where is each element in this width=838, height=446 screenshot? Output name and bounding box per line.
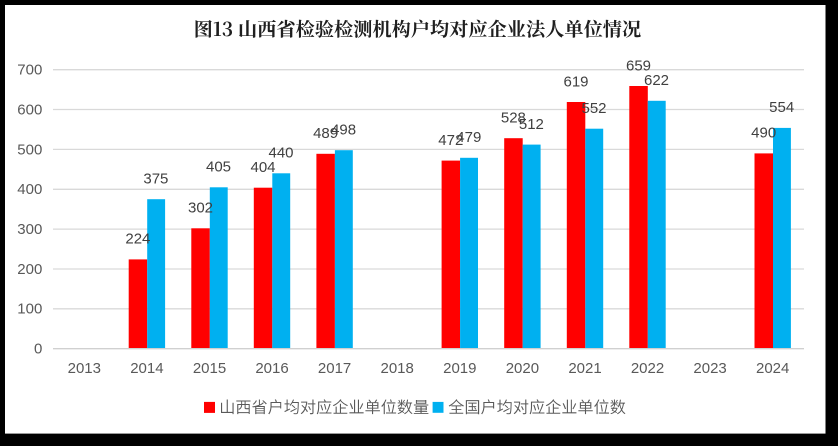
svg-text:500: 500 bbox=[17, 141, 42, 158]
svg-text:440: 440 bbox=[268, 145, 293, 162]
svg-text:2021: 2021 bbox=[568, 360, 601, 377]
svg-text:554: 554 bbox=[769, 99, 794, 116]
svg-text:2023: 2023 bbox=[693, 360, 726, 377]
svg-text:512: 512 bbox=[519, 116, 544, 133]
svg-text:300: 300 bbox=[17, 221, 42, 238]
svg-text:2014: 2014 bbox=[130, 360, 163, 377]
svg-text:2019: 2019 bbox=[443, 360, 476, 377]
svg-text:2013: 2013 bbox=[68, 360, 101, 377]
svg-text:200: 200 bbox=[17, 261, 42, 278]
svg-text:619: 619 bbox=[563, 73, 588, 90]
svg-text:489: 489 bbox=[313, 125, 338, 142]
svg-text:528: 528 bbox=[501, 110, 526, 127]
svg-text:2017: 2017 bbox=[318, 360, 351, 377]
svg-text:600: 600 bbox=[17, 101, 42, 118]
svg-text:2024: 2024 bbox=[756, 360, 789, 377]
svg-text:2016: 2016 bbox=[255, 360, 288, 377]
svg-text:2022: 2022 bbox=[631, 360, 664, 377]
svg-text:479: 479 bbox=[456, 129, 481, 146]
svg-text:2020: 2020 bbox=[506, 360, 539, 377]
svg-text:472: 472 bbox=[438, 132, 463, 149]
svg-text:224: 224 bbox=[125, 231, 150, 248]
svg-text:622: 622 bbox=[644, 72, 669, 89]
svg-text:100: 100 bbox=[17, 301, 42, 318]
svg-text:405: 405 bbox=[206, 159, 231, 176]
svg-text:498: 498 bbox=[331, 122, 356, 139]
svg-text:552: 552 bbox=[581, 100, 606, 117]
svg-text:0: 0 bbox=[34, 341, 42, 358]
svg-text:659: 659 bbox=[626, 57, 651, 74]
svg-text:375: 375 bbox=[143, 171, 168, 188]
svg-text:2018: 2018 bbox=[381, 360, 414, 377]
svg-text:2015: 2015 bbox=[193, 360, 226, 377]
svg-text:404: 404 bbox=[250, 159, 275, 176]
svg-text:302: 302 bbox=[188, 200, 213, 217]
svg-text:490: 490 bbox=[751, 125, 776, 142]
svg-text:400: 400 bbox=[17, 181, 42, 198]
svg-text:700: 700 bbox=[17, 62, 42, 79]
